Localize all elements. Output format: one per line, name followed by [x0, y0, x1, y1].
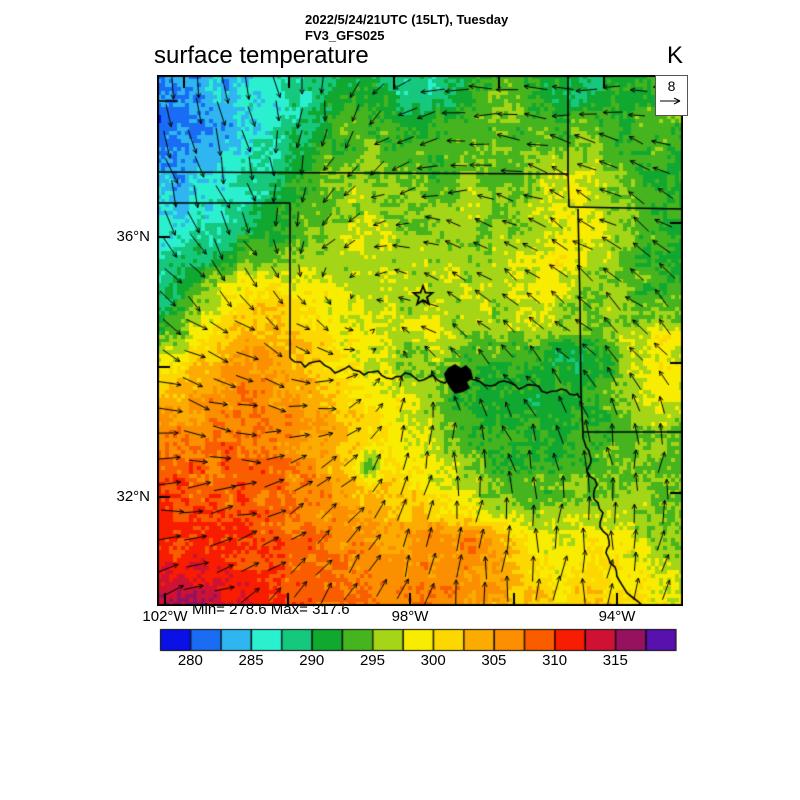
datetime-title: 2022/5/24/21UTC (15LT), Tuesday — [305, 12, 509, 27]
colorbar — [159, 628, 677, 652]
colorbar-tick-label: 295 — [359, 652, 385, 669]
lat-tick-label: 32°N — [116, 488, 150, 505]
colorbar-tick-label: 300 — [420, 652, 446, 669]
colorbar-tick-label: 315 — [602, 652, 628, 669]
colorbar-tick-label: 290 — [299, 652, 325, 669]
colorbar-tick-label: 285 — [238, 652, 264, 669]
reference-arrow-icon — [660, 97, 681, 105]
model-title: FV3_GFS025 — [305, 28, 385, 43]
colorbar-tick-label: 305 — [481, 652, 507, 669]
temperature-map-canvas — [157, 75, 683, 606]
minmax-stats: Min= 278.6 Max= 317.6 — [192, 601, 350, 618]
lon-tick-label: 94°W — [598, 608, 636, 625]
lon-tick-label: 102°W — [142, 608, 188, 625]
lat-tick-label: 36°N — [116, 228, 150, 245]
colorbar-tick-label: 310 — [542, 652, 568, 669]
variable-title: surface temperature — [154, 42, 369, 69]
colorbar-tick-label: 280 — [177, 652, 203, 669]
lon-tick-label: 98°W — [391, 608, 429, 625]
reference-vector-box: 8 — [655, 75, 688, 116]
units-label: K — [666, 42, 683, 69]
reference-vector-value: 8 — [667, 78, 676, 94]
